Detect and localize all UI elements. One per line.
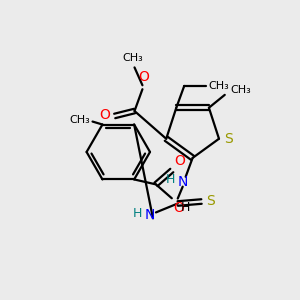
Text: S: S xyxy=(206,194,215,208)
Text: CH₃: CH₃ xyxy=(70,115,91,124)
Text: S: S xyxy=(224,132,233,146)
Text: H: H xyxy=(165,173,175,186)
Text: CH₃: CH₃ xyxy=(231,85,251,95)
Text: N: N xyxy=(178,175,188,189)
Text: O: O xyxy=(174,154,185,167)
Text: O: O xyxy=(138,70,149,84)
Text: N: N xyxy=(145,208,155,222)
Text: O: O xyxy=(173,201,184,215)
Text: O: O xyxy=(99,108,110,122)
Text: H: H xyxy=(133,207,142,220)
Text: H: H xyxy=(181,201,190,214)
Text: CH₃: CH₃ xyxy=(208,81,229,91)
Text: CH₃: CH₃ xyxy=(122,53,143,64)
